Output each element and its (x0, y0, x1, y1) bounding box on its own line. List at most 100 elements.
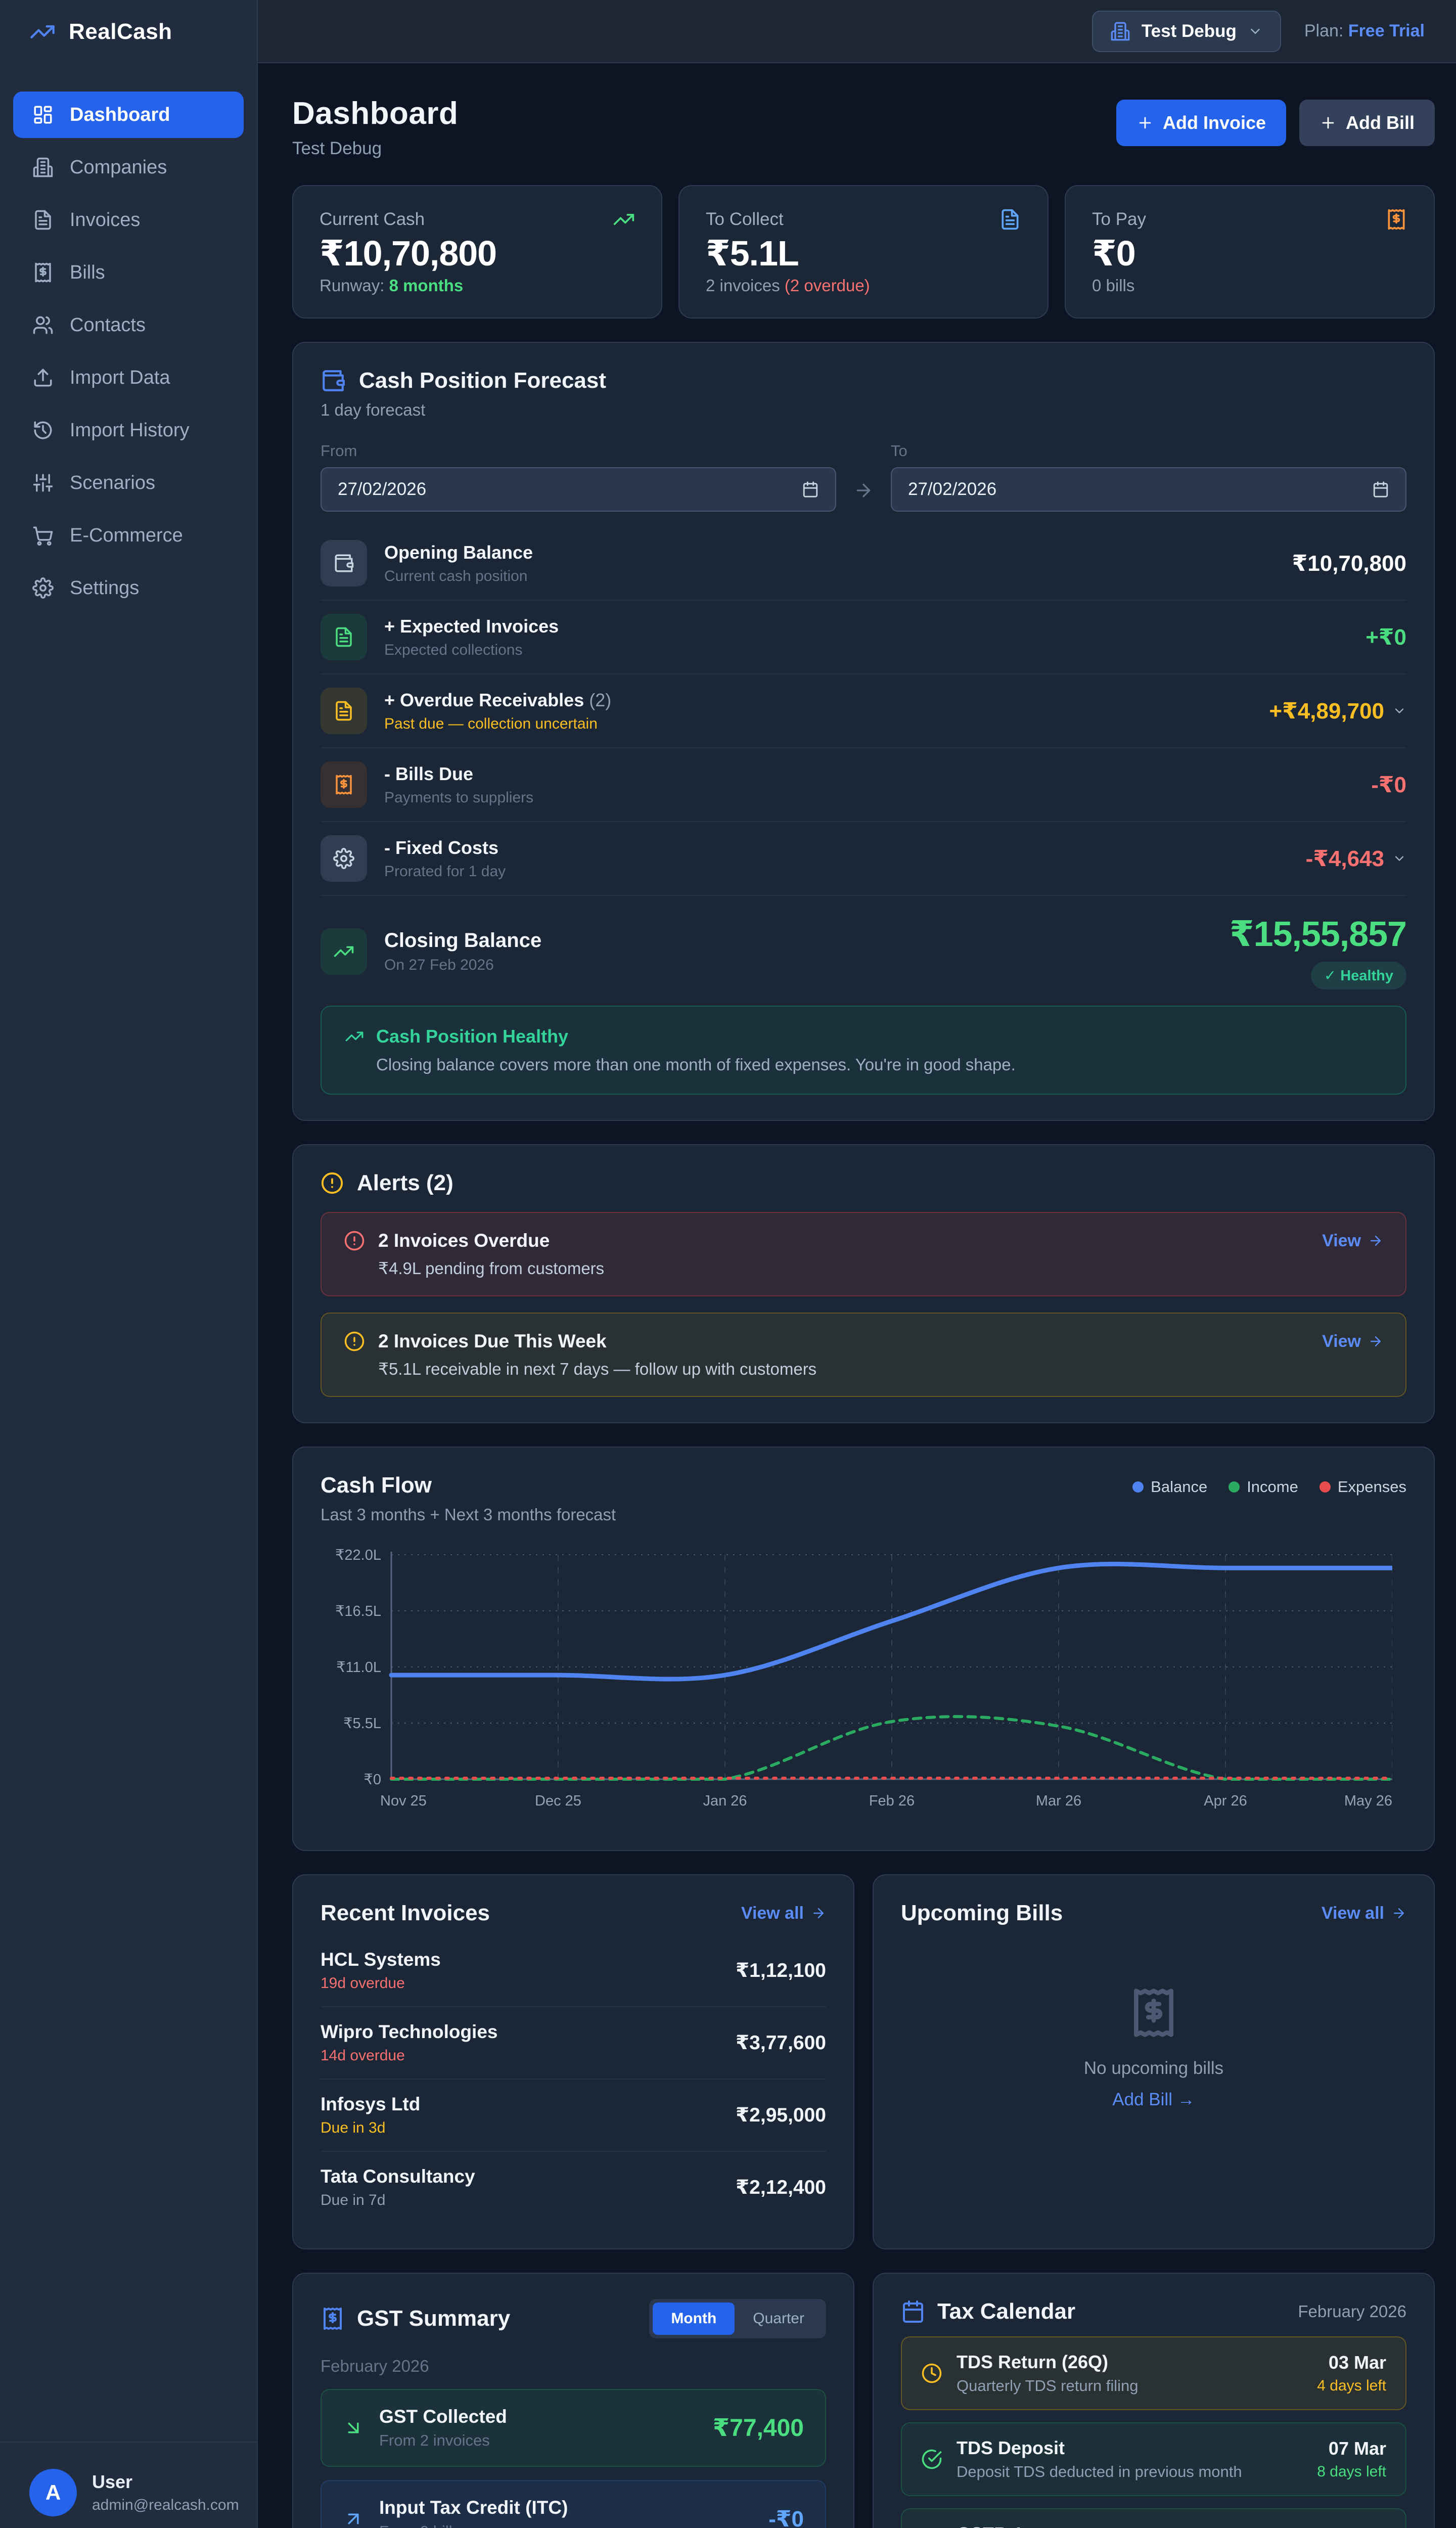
sidebar-item-companies[interactable]: Companies (13, 144, 244, 191)
plus-icon (1320, 114, 1337, 131)
invoice-amount: ₹3,77,600 (736, 2032, 826, 2054)
cash-flow-title: Cash Flow (321, 1473, 432, 1498)
tax-item-subtitle: Quarterly TDS return filing (957, 2377, 1139, 2395)
invoice-name: Wipro Technologies (321, 2021, 498, 2042)
tax-item-title: TDS Return (26Q) (957, 2352, 1109, 2372)
gear-icon (32, 577, 54, 599)
cash-flow-subtitle: Last 3 months + Next 3 months forecast (321, 1505, 616, 1524)
sidebar-footer: A User admin@realcash.com Give Feedback … (0, 2442, 257, 2528)
tax-item-days: 8 days left (1317, 2463, 1386, 2480)
arrow-right-icon (853, 480, 874, 512)
company-switcher[interactable]: Test Debug (1091, 10, 1281, 52)
gst-row-title: Input Tax Credit (ITC) (379, 2497, 568, 2518)
alert-circle-icon (321, 1171, 344, 1195)
svg-text:₹5.5L: ₹5.5L (343, 1716, 381, 1732)
tax-row: GST Summary Month Quarter February 2026 … (292, 2273, 1435, 2528)
invoice-status: Due in 3d (321, 2119, 386, 2136)
sidebar-item-contacts[interactable]: Contacts (13, 302, 244, 348)
alert-invoices-due-week: 2 Invoices Due This Week View ₹5.1L rece… (321, 1313, 1406, 1397)
invoice-row[interactable]: HCL Systems 19d overdue ₹1,12,100 (321, 1935, 826, 2007)
arrow-right-icon (1368, 1233, 1383, 1248)
user-profile[interactable]: A User admin@realcash.com (29, 2469, 239, 2516)
gst-row-value: ₹77,400 (712, 2415, 804, 2442)
sidebar-item-label: Dashboard (70, 104, 170, 125)
svg-text:Mar 26: Mar 26 (1036, 1793, 1081, 1809)
building-icon (1110, 21, 1130, 41)
add-bill-button[interactable]: Add Bill (1299, 100, 1435, 146)
building-icon (32, 157, 54, 178)
add-bill-label: Add Bill (1346, 112, 1415, 133)
from-date-input[interactable]: 27/02/2026 (321, 467, 836, 512)
arrow-down-right-icon (343, 2417, 364, 2439)
chevron-down-icon (1248, 24, 1263, 39)
stat-sub: 0 bills (1092, 276, 1135, 295)
sidebar-item-settings[interactable]: Settings (13, 565, 244, 611)
invoice-amount: ₹1,12,100 (736, 1960, 826, 1981)
stat-value: ₹10,70,800 (320, 234, 497, 273)
chevron-down-icon[interactable] (1392, 851, 1406, 866)
receipt-icon (321, 2307, 345, 2331)
sidebar-item-label: Scenarios (70, 472, 155, 493)
stat-label: To Collect (706, 209, 784, 229)
row-value: -₹0 (1371, 772, 1406, 797)
stat-value: ₹5.1L (706, 234, 799, 273)
forecast-row-overdue-receivables[interactable]: + Overdue Receivables (2) Past due — col… (321, 674, 1406, 748)
invoice-amount: ₹2,95,000 (736, 2104, 826, 2126)
invoice-row[interactable]: Infosys Ltd Due in 3d ₹2,95,000 (321, 2080, 826, 2152)
upload-icon (32, 367, 54, 388)
invoices-count: 2 invoices (706, 276, 780, 295)
view-all-bills-link[interactable]: View all (1322, 1904, 1406, 1923)
legend-balance: Balance (1132, 1478, 1207, 1496)
recent-invoices-title: Recent Invoices (321, 1901, 490, 1925)
sidebar-item-dashboard[interactable]: Dashboard (13, 92, 244, 138)
sidebar-item-import-history[interactable]: Import History (13, 407, 244, 454)
sidebar-item-scenarios[interactable]: Scenarios (13, 460, 244, 506)
arrow-right-icon (811, 1906, 826, 1921)
company-name: Test Debug (1141, 21, 1237, 41)
sidebar-item-ecommerce[interactable]: E-Commerce (13, 512, 244, 559)
row-title: Opening Balance (384, 541, 533, 563)
to-date-input[interactable]: 27/02/2026 (891, 467, 1406, 512)
forecast-rows: Opening Balance Current cash position ₹1… (321, 527, 1407, 1095)
svg-text:₹0: ₹0 (363, 1772, 381, 1788)
forecast-row-fixed-costs[interactable]: - Fixed Costs Prorated for 1 day -₹4,643 (321, 822, 1406, 896)
sidebar-item-invoices[interactable]: Invoices (13, 197, 244, 243)
sidebar-item-import-data[interactable]: Import Data (13, 354, 244, 401)
row-value: +₹4,89,700 (1269, 698, 1406, 724)
toggle-month[interactable]: Month (653, 2303, 735, 2335)
invoice-row[interactable]: Wipro Technologies 14d overdue ₹3,77,600 (321, 2007, 826, 2080)
view-link[interactable]: View (1322, 1332, 1383, 1351)
calendar-icon (901, 2299, 925, 2324)
toggle-quarter[interactable]: Quarter (753, 2310, 804, 2327)
view-link[interactable]: View (1322, 1231, 1383, 1251)
alert-circle-icon (344, 1230, 365, 1251)
tax-item-subtitle: Deposit TDS deducted in previous month (957, 2463, 1242, 2480)
forecast-closing-balance: Closing Balance On 27 Feb 2026 ₹15,55,85… (321, 896, 1407, 991)
svg-text:Dec 25: Dec 25 (535, 1793, 581, 1809)
add-invoice-button[interactable]: Add Invoice (1116, 100, 1287, 146)
tax-item-title: TDS Deposit (957, 2437, 1065, 2458)
sidebar-item-label: Import History (70, 419, 190, 441)
user-name: User (92, 2471, 133, 2492)
svg-text:May 26: May 26 (1344, 1793, 1392, 1809)
arrow-right-icon (1368, 1334, 1383, 1349)
gear-icon (321, 835, 367, 882)
invoice-row[interactable]: Tata Consultancy Due in 7d ₹2,12,400 (321, 2152, 826, 2223)
svg-text:Apr 26: Apr 26 (1204, 1793, 1247, 1809)
wallet-icon (321, 540, 367, 586)
sidebar-item-bills[interactable]: Bills (13, 249, 244, 296)
gst-itc-row: Input Tax Credit (ITC) From 0 bills -₹0 (321, 2480, 826, 2528)
calendar-icon[interactable] (802, 481, 819, 498)
tax-item-gstr1: GSTR-1 Monthly return for outward suppli… (901, 2508, 1406, 2528)
calendar-icon[interactable] (1372, 481, 1389, 498)
arrow-up-right-icon (343, 2508, 364, 2528)
bills-empty-state: No upcoming bills Add Bill → (901, 1926, 1406, 2140)
closing-value: ₹15,55,857 (1229, 914, 1407, 954)
add-bill-link[interactable]: Add Bill → (1112, 2090, 1195, 2109)
view-all-invoices-link[interactable]: View all (741, 1904, 826, 1923)
wallet-icon (321, 368, 346, 393)
chevron-down-icon[interactable] (1392, 704, 1406, 718)
gst-summary-card: GST Summary Month Quarter February 2026 … (292, 2273, 854, 2528)
stat-to-collect: To Collect ₹5.1L 2 invoices (2 overdue) (678, 185, 1049, 319)
arrow-right-icon (1391, 1906, 1406, 1921)
